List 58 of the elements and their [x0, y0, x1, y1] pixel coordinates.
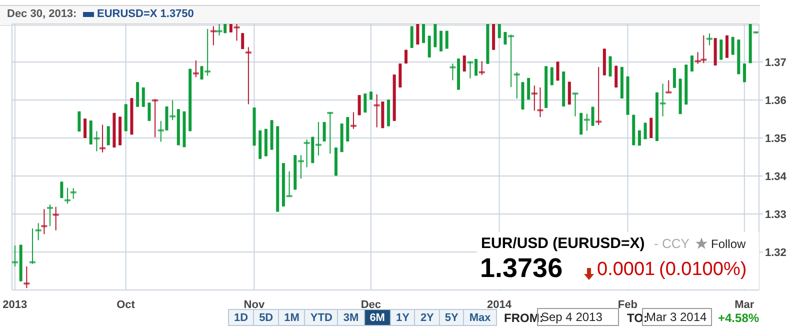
x-tick-label: 2013: [2, 299, 28, 311]
range-button: Max: [463, 309, 497, 326]
text: EURUSD=X 1.3750: [97, 8, 194, 20]
x-tick-label: Dec: [360, 299, 382, 311]
annotation: 1.3736: [480, 253, 563, 284]
candlestick: [690, 55, 694, 72]
annotation: 0.0001: [597, 259, 656, 281]
candlestick: [60, 181, 64, 199]
candlestick: [428, 35, 431, 58]
y-tick-label: 1.34: [765, 170, 788, 183]
range-button: 2Y: [414, 309, 440, 326]
candlestick: [434, 24, 437, 48]
range-button: 6M: [364, 309, 391, 326]
annotation: Follow: [711, 237, 746, 251]
candlestick: [720, 39, 723, 60]
candlestick: [462, 55, 466, 72]
candlestick: [398, 63, 402, 88]
annotation: - CCY: [654, 236, 690, 251]
candlestick: [731, 36, 734, 56]
y-tick-label: 1.33: [765, 208, 786, 221]
candlestick: [106, 126, 110, 146]
candlestick: [322, 122, 326, 142]
candlestick: [614, 65, 618, 88]
range-button: YTD: [304, 309, 338, 326]
range-button: 3M: [337, 309, 365, 326]
range-button: 5Y: [438, 309, 464, 326]
candlestick: [556, 61, 560, 82]
candlestick: [148, 102, 151, 122]
candlestick: [608, 56, 612, 77]
candlestick: [672, 68, 676, 88]
x-tick-label: 2014: [487, 299, 512, 311]
x-tick-label: Feb: [618, 299, 638, 311]
range-button: 1Y: [390, 309, 416, 326]
annotation: EUR/USD (EURUSD=X): [481, 235, 645, 252]
candlestick: [422, 24, 426, 43]
x-tick-label: Nov: [244, 299, 266, 311]
y-tick-label: 1.36: [765, 94, 786, 107]
candlestick: [241, 32, 244, 50]
range-button: 1D: [228, 309, 254, 326]
annotation: (0.0100%): [659, 259, 747, 281]
candlestick: [440, 30, 443, 52]
candlestick: [142, 86, 145, 108]
candlestick: [84, 118, 87, 138]
candlestick: [725, 34, 728, 58]
text: +4.58%: [718, 311, 760, 325]
candlestick: [498, 24, 501, 39]
range-button: 5D: [253, 309, 280, 326]
y-tick-label: 1.35: [765, 132, 786, 145]
x-tick-label: Oct: [116, 299, 136, 311]
text: Dec 30, 2013:: [7, 8, 77, 20]
x-tick-label: Mar: [734, 299, 755, 311]
y-tick-label: 1.32: [765, 246, 786, 259]
candlestick: [416, 24, 420, 46]
candlestick: [410, 26, 414, 48]
candlestick: [358, 94, 361, 116]
range-button: 1M: [278, 309, 306, 326]
y-tick-label: 1.37: [765, 56, 786, 69]
candlestick: [364, 93, 367, 114]
